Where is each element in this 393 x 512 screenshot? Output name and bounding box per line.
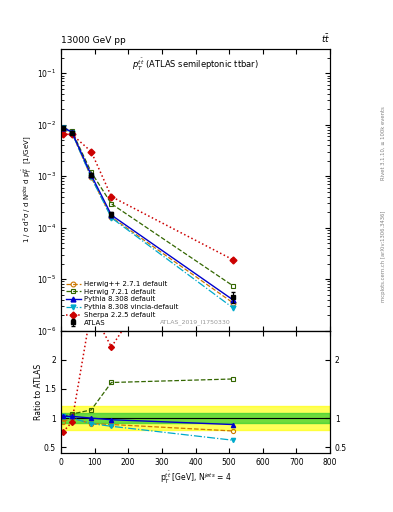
Pythia 8.308 default (230, 296, 235, 303)
Pythia 8.308 vincia-default (230, 305, 235, 311)
Sherpa 2.2.5 default (61, 131, 66, 137)
Sherpa 2.2.5 default (89, 148, 94, 155)
Herwig 7.2.1 default (61, 124, 66, 131)
Y-axis label: Ratio to ATLAS: Ratio to ATLAS (33, 364, 42, 420)
Pythia 8.308 default (61, 124, 66, 131)
Text: Rivet 3.1.10, ≥ 100k events: Rivet 3.1.10, ≥ 100k events (381, 106, 386, 180)
Text: 13000 GeV pp: 13000 GeV pp (61, 36, 126, 45)
Y-axis label: 1 / σ d²σ / d N$^{obs}$ d p$^{t\bar{t}}_{T}$  [1/GeV]: 1 / σ d²σ / d N$^{obs}$ d p$^{t\bar{t}}_… (21, 136, 35, 243)
Line: Herwig++ 2.7.1 default: Herwig++ 2.7.1 default (61, 127, 235, 305)
Bar (61, 413, 330, 423)
Herwig 7.2.1 default (70, 128, 74, 134)
Line: Pythia 8.308 default: Pythia 8.308 default (61, 125, 235, 302)
Sherpa 2.2.5 default (230, 257, 235, 263)
Text: mcplots.cern.ch [arXiv:1306.3436]: mcplots.cern.ch [arXiv:1306.3436] (381, 210, 386, 302)
Herwig 7.2.1 default (230, 283, 235, 289)
Text: $t\bar{t}$: $t\bar{t}$ (321, 32, 330, 45)
Herwig++ 2.7.1 default (109, 214, 114, 220)
Herwig++ 2.7.1 default (70, 130, 74, 136)
Sherpa 2.2.5 default (109, 194, 114, 200)
Pythia 8.308 vincia-default (109, 215, 114, 221)
Pythia 8.308 vincia-default (61, 124, 66, 131)
Line: Sherpa 2.2.5 default: Sherpa 2.2.5 default (61, 132, 235, 262)
Line: Pythia 8.308 vincia-default: Pythia 8.308 vincia-default (61, 125, 235, 310)
Herwig 7.2.1 default (89, 169, 94, 175)
Pythia 8.308 default (109, 212, 114, 218)
Line: Herwig 7.2.1 default: Herwig 7.2.1 default (61, 125, 235, 288)
Legend: Herwig++ 2.7.1 default, Herwig 7.2.1 default, Pythia 8.308 default, Pythia 8.308: Herwig++ 2.7.1 default, Herwig 7.2.1 def… (64, 280, 180, 327)
X-axis label: p$^{t\bar{t}}_{T}$ [GeV], N$^{jets}$ = 4: p$^{t\bar{t}}_{T}$ [GeV], N$^{jets}$ = 4 (160, 470, 231, 486)
Sherpa 2.2.5 default (70, 131, 74, 137)
Pythia 8.308 default (89, 172, 94, 178)
Herwig++ 2.7.1 default (89, 174, 94, 180)
Pythia 8.308 vincia-default (70, 130, 74, 136)
Herwig 7.2.1 default (109, 201, 114, 207)
Text: $p_T^{t\bar{t}}$ (ATLAS semileptonic ttbar): $p_T^{t\bar{t}}$ (ATLAS semileptonic ttb… (132, 57, 259, 73)
Pythia 8.308 default (70, 129, 74, 135)
Herwig++ 2.7.1 default (230, 300, 235, 306)
Pythia 8.308 vincia-default (89, 174, 94, 180)
Bar (61, 407, 330, 430)
Herwig++ 2.7.1 default (61, 126, 66, 133)
Text: ATLAS_2019_I1750330: ATLAS_2019_I1750330 (160, 319, 231, 325)
